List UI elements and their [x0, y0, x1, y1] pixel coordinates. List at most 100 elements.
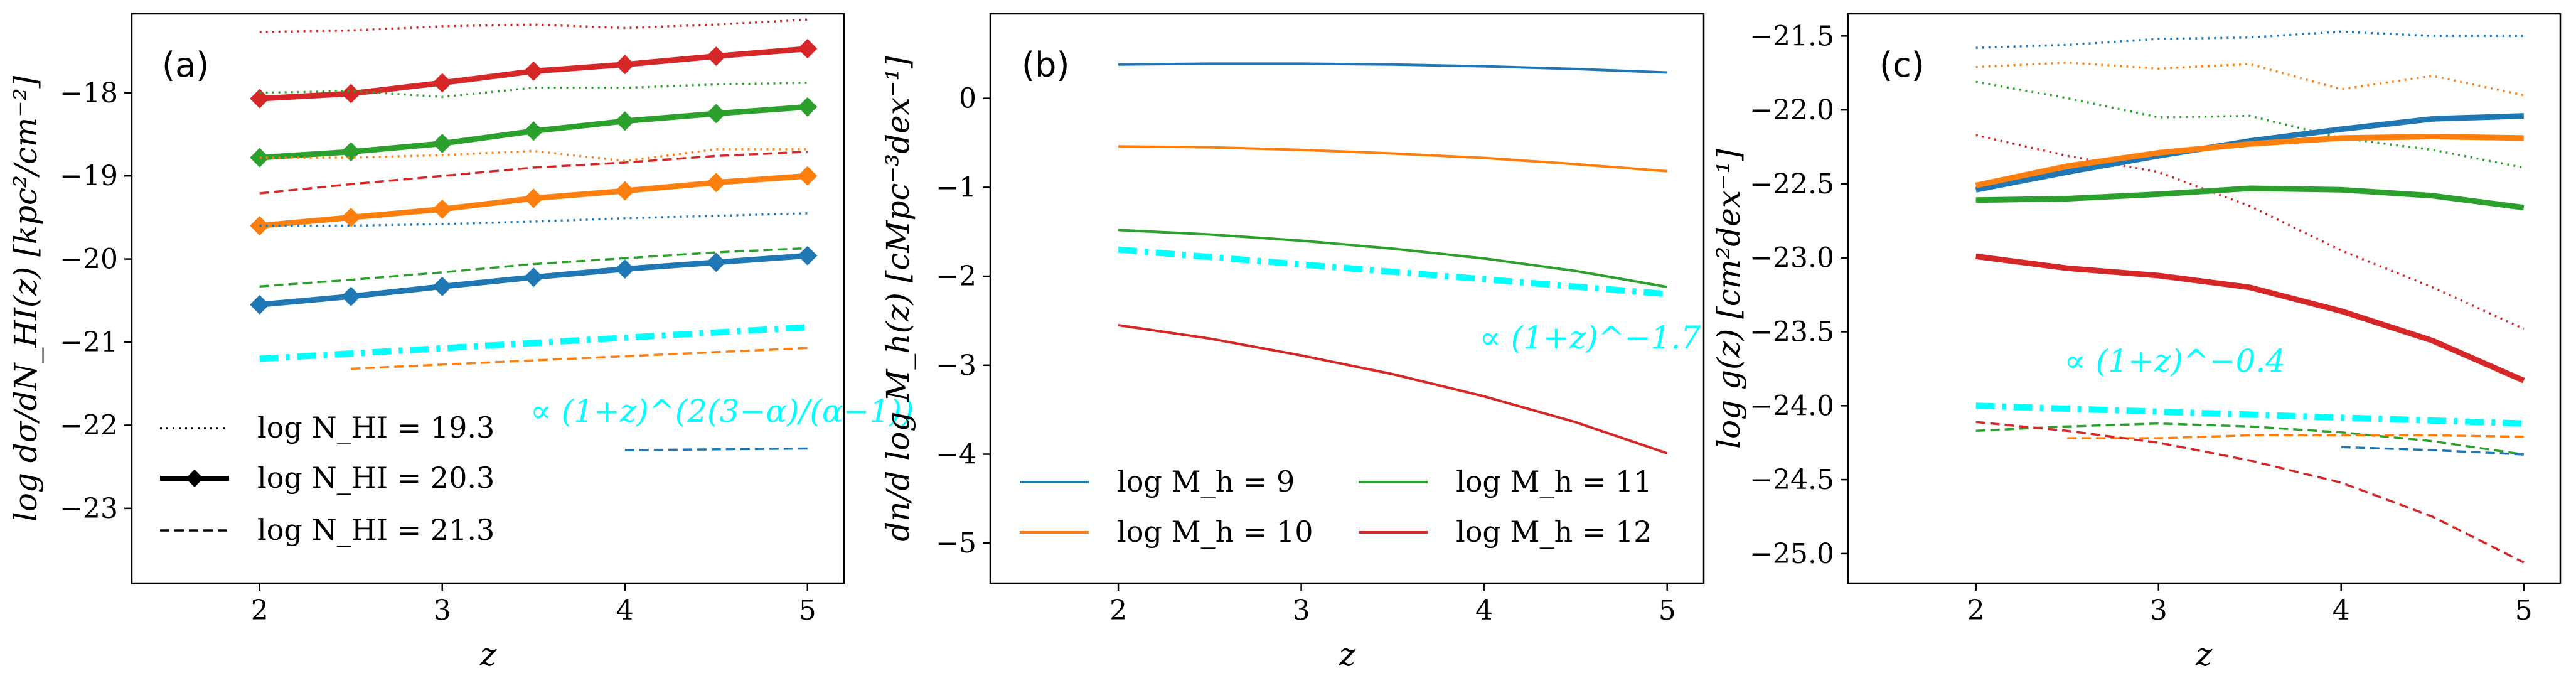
panel-b-ylabel: dn/d log M_h(z) [cMpc⁻³dex⁻¹]: [880, 56, 916, 542]
data-point: [432, 73, 452, 93]
panel-c-ticks: 2 3 4 5 −21.5 −22.0 −22.5 −23.0 −23.5 −24.0 −24.5 −…: [1750, 20, 2533, 627]
panel-a-frame: [131, 13, 845, 584]
y-tick-label: −2: [936, 261, 976, 293]
data-point: [523, 61, 543, 81]
panel-c-annotation: ∝ (1+z)^−0.4: [2065, 343, 2285, 379]
series-line: [1975, 185, 2525, 211]
data-point: [250, 294, 270, 315]
y-tick-label: −24.0: [1750, 390, 1834, 422]
y-tick-label: −24.5: [1750, 464, 1834, 496]
data-point: [523, 121, 543, 141]
data-point: [706, 46, 726, 67]
series-line: [1118, 246, 1668, 298]
x-tick-label: 5: [2515, 594, 2533, 627]
x-tick-label: 3: [1293, 594, 1310, 627]
panel-c-plot-area: [1975, 30, 2525, 564]
data-point: [432, 199, 452, 219]
legend-swatch-diamond-marker: [185, 469, 204, 488]
y-tick-label: −4: [936, 439, 976, 471]
series-line: [1975, 422, 2525, 456]
y-tick-label: −22.0: [1750, 94, 1834, 126]
panel-a: (a) 2 3 4 5 −18 −19 −20 −21 −22 −23 z log dσ/dN_H…: [8, 13, 914, 673]
y-tick-label: −23.0: [1750, 242, 1834, 274]
panel-a-ticks: 2 3 4 5 −18 −19 −20 −21 −22 −23: [60, 77, 816, 627]
legend-label: log N_HI = 20.3: [257, 461, 494, 495]
panel-b-frame: [989, 13, 1705, 584]
y-tick-label: −23: [60, 493, 118, 525]
data-point: [798, 245, 818, 266]
series-line: [1118, 324, 1668, 454]
series-line: [1975, 30, 2524, 49]
y-tick-label: −23.5: [1750, 316, 1834, 348]
data-point: [341, 142, 361, 162]
panel-a-xlabel: z: [479, 637, 497, 673]
series-line: [259, 151, 808, 195]
x-tick-label: 3: [434, 594, 451, 627]
series-line: [2341, 446, 2524, 456]
panel-b: (b) 2 3 4 5 0 −1 −2 −3 −4 −5 z dn/d log M_h(z) [c…: [880, 13, 1705, 673]
data-point: [523, 188, 543, 208]
y-tick-label: −25.0: [1750, 538, 1834, 570]
legend-label: log M_h = 12: [1456, 515, 1652, 549]
series-line: [1118, 62, 1667, 74]
x-tick-label: 2: [1109, 594, 1127, 627]
panel-a-label: (a): [162, 45, 209, 85]
series-line: [1975, 113, 2524, 193]
data-point: [615, 111, 635, 131]
x-tick-label: 3: [2150, 594, 2167, 627]
x-tick-label: 4: [616, 594, 634, 627]
y-tick-label: 0: [959, 83, 976, 115]
series-line: [259, 247, 808, 288]
y-tick-label: −20: [60, 244, 118, 276]
series-line: [1975, 253, 2525, 384]
y-tick-label: −1: [936, 171, 976, 203]
panel-b-plot-area: [1118, 62, 1668, 454]
panel-a-legend: log N_HI = 19.3 log N_HI = 20.3 log N_HI…: [160, 411, 494, 547]
data-point: [798, 166, 818, 186]
panel-b-annotation: ∝ (1+z)^−1.7: [1480, 320, 1701, 356]
data-point: [615, 259, 635, 279]
data-point: [523, 267, 543, 288]
y-tick-label: −19: [60, 160, 118, 192]
panel-a-plot-area: [250, 18, 818, 451]
series-line: [1118, 145, 1667, 173]
y-tick-label: −18: [60, 77, 118, 109]
panel-c-frame: [1847, 13, 2562, 584]
series-line: [1118, 229, 1668, 289]
data-point: [341, 83, 361, 104]
data-point: [706, 173, 726, 193]
y-tick-label: −21.5: [1750, 20, 1834, 52]
series-line: [259, 324, 808, 362]
panel-c-ylabel: log g(z) [cm²dex⁻¹]: [1711, 149, 1747, 449]
panel-b-label: (b): [1022, 45, 1069, 85]
x-tick-label: 2: [1967, 594, 1985, 627]
legend-label: log M_h = 9: [1117, 465, 1295, 498]
y-tick-label: −5: [936, 527, 976, 559]
series-line: [1975, 421, 2525, 564]
data-point: [341, 286, 361, 306]
data-point: [798, 39, 818, 59]
data-point: [432, 134, 452, 154]
panel-c: (c) 2 3 4 5 −21.5 −22.0 −22.5 −23.0 −23.5 −24.0 −2…: [1711, 13, 2562, 673]
panel-c-label: (c): [1879, 45, 1925, 85]
legend-label: log M_h = 11: [1456, 465, 1652, 498]
y-tick-label: −22: [60, 409, 118, 441]
panel-a-annotation: ∝ (1+z)^(2(3−α)/(α−1)): [530, 393, 914, 429]
legend-label: log N_HI = 21.3: [257, 513, 494, 547]
y-tick-label: −3: [936, 350, 976, 382]
data-point: [615, 181, 635, 201]
legend-label: log M_h = 10: [1117, 515, 1313, 549]
x-tick-label: 5: [799, 594, 816, 627]
x-tick-label: 4: [1475, 594, 1493, 627]
panel-a-ylabel: log dσ/dN_HI(z) [kpc²/cm⁻²]: [8, 75, 44, 522]
data-point: [798, 97, 818, 117]
panel-b-legend: log M_h = 9 log M_h = 11 log M_h = 10 lo…: [1020, 465, 1652, 549]
series-line: [1975, 402, 2524, 427]
data-point: [706, 252, 726, 272]
data-point: [250, 89, 270, 109]
series-line: [624, 447, 808, 451]
series-line: [2067, 434, 2524, 439]
data-point: [432, 276, 452, 296]
x-tick-label: 2: [251, 594, 269, 627]
